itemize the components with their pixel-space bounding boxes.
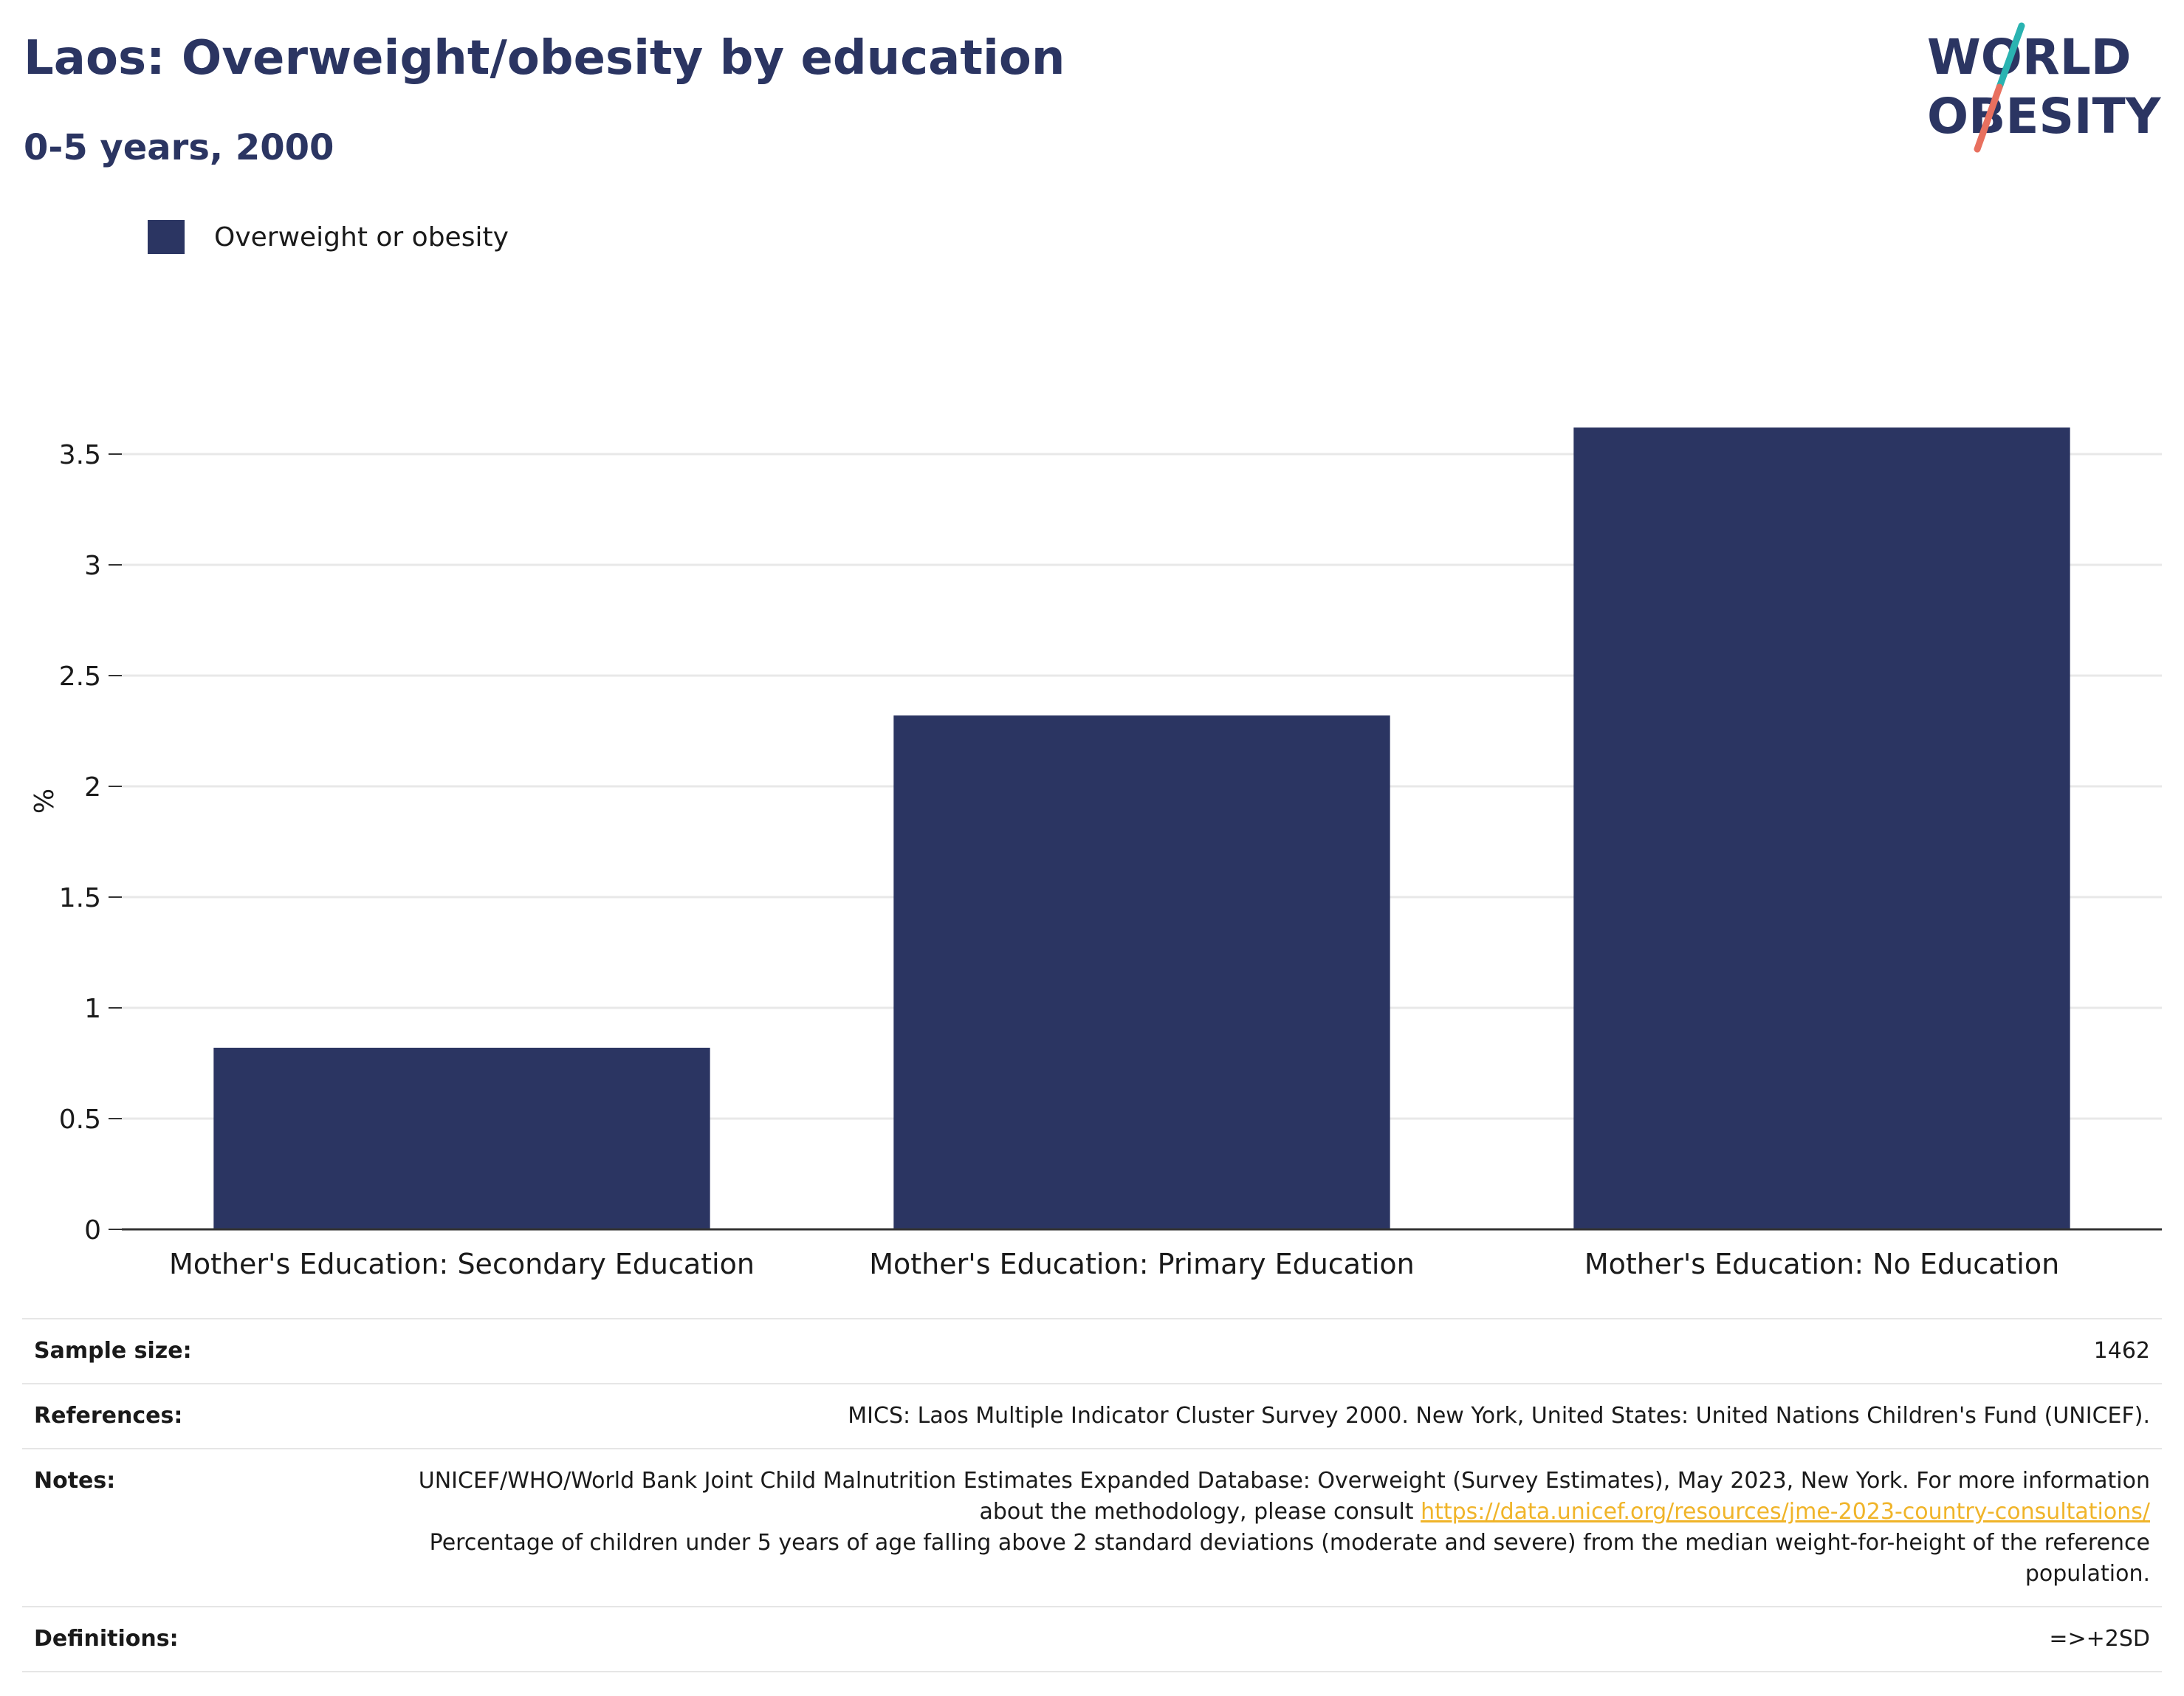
legend-label: Overweight or obesity <box>214 222 509 253</box>
notes-value: UNICEF/WHO/World Bank Joint Child Malnut… <box>356 1448 2162 1607</box>
bar[interactable] <box>1573 428 2070 1229</box>
bar-chart: Overweight or obesity % 0 0.5 1 1.5 2 2.5 3 3.5… <box>30 220 2162 1280</box>
y-tick-label: 2 <box>84 772 101 803</box>
y-tick-label: 1.5 <box>59 883 101 913</box>
notes-link[interactable]: https://data.unicef.org/resources/jme-20… <box>1421 1499 2150 1525</box>
y-tick-label: 1 <box>84 994 101 1024</box>
x-tick-label: Mother's Education: No Education <box>1584 1248 2059 1280</box>
notes-label: Notes: <box>22 1448 356 1607</box>
bars <box>213 428 2070 1229</box>
logo-slash-top <box>1996 22 2025 91</box>
chart-subtitle: 0-5 years, 2000 <box>24 127 334 168</box>
sample-size-row: Sample size: 1462 <box>22 1318 2162 1384</box>
bar[interactable] <box>213 1048 710 1229</box>
y-tick-label: 0.5 <box>59 1105 101 1135</box>
references-row: References: MICS: Laos Multiple Indicato… <box>22 1383 2162 1449</box>
notes-text: UNICEF/WHO/World Bank Joint Child Malnut… <box>418 1468 2150 1525</box>
references-label: References: <box>22 1383 356 1449</box>
y-tick-label: 2.5 <box>59 662 101 692</box>
notes-text-definition: Percentage of children under 5 years of … <box>429 1530 2150 1587</box>
logo-text-world: WORLD <box>1927 29 2132 86</box>
definitions-row: Definitions: =>+2SD <box>22 1606 2162 1672</box>
definitions-label: Definitions: <box>22 1606 356 1672</box>
logo-text-obesity: OBESITY <box>1927 88 2162 145</box>
x-tick-label: Mother's Education: Primary Education <box>869 1248 1415 1280</box>
legend: Overweight or obesity <box>148 220 509 254</box>
bar[interactable] <box>893 715 1390 1229</box>
sample-size-label: Sample size: <box>22 1318 356 1384</box>
sample-size-value: 1462 <box>356 1318 2162 1384</box>
logo-slash-bottom <box>1974 83 2003 153</box>
x-axis-labels: Mother's Education: Secondary Education M… <box>169 1248 2059 1280</box>
y-axis-title: % <box>30 789 60 814</box>
world-obesity-logo: WORLD OBESITY <box>1927 22 2162 153</box>
metadata-table: Sample size: 1462 References: MICS: Laos… <box>22 1318 2162 1672</box>
y-tick-label: 3 <box>84 551 101 581</box>
notes-row: Notes: UNICEF/WHO/World Bank Joint Child… <box>22 1448 2162 1607</box>
x-tick-label: Mother's Education: Secondary Education <box>169 1248 755 1280</box>
y-tick-label: 0 <box>84 1215 101 1246</box>
y-axis-ticks: 0 0.5 1 1.5 2 2.5 3 3.5 <box>59 440 122 1246</box>
chart-title: Laos: Overweight/obesity by education <box>24 31 1065 86</box>
references-value: MICS: Laos Multiple Indicator Cluster Su… <box>356 1383 2162 1449</box>
definitions-value: =>+2SD <box>356 1606 2162 1672</box>
y-tick-label: 3.5 <box>59 440 101 470</box>
legend-swatch <box>148 220 185 254</box>
